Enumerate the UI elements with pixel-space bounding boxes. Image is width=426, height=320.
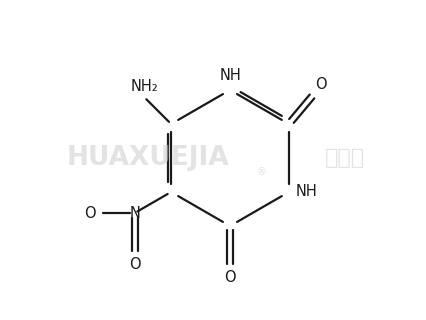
Text: NH: NH (296, 185, 318, 199)
Text: NH: NH (219, 68, 241, 83)
Text: N: N (130, 205, 140, 220)
Text: O: O (224, 270, 236, 285)
Text: O: O (129, 257, 141, 272)
Text: NH₂: NH₂ (130, 79, 158, 94)
Text: ®: ® (256, 167, 266, 177)
Text: O: O (84, 205, 96, 220)
Text: O: O (315, 77, 327, 92)
Text: HUAXUEJIA: HUAXUEJIA (67, 145, 229, 171)
Text: 化学加: 化学加 (325, 148, 365, 168)
